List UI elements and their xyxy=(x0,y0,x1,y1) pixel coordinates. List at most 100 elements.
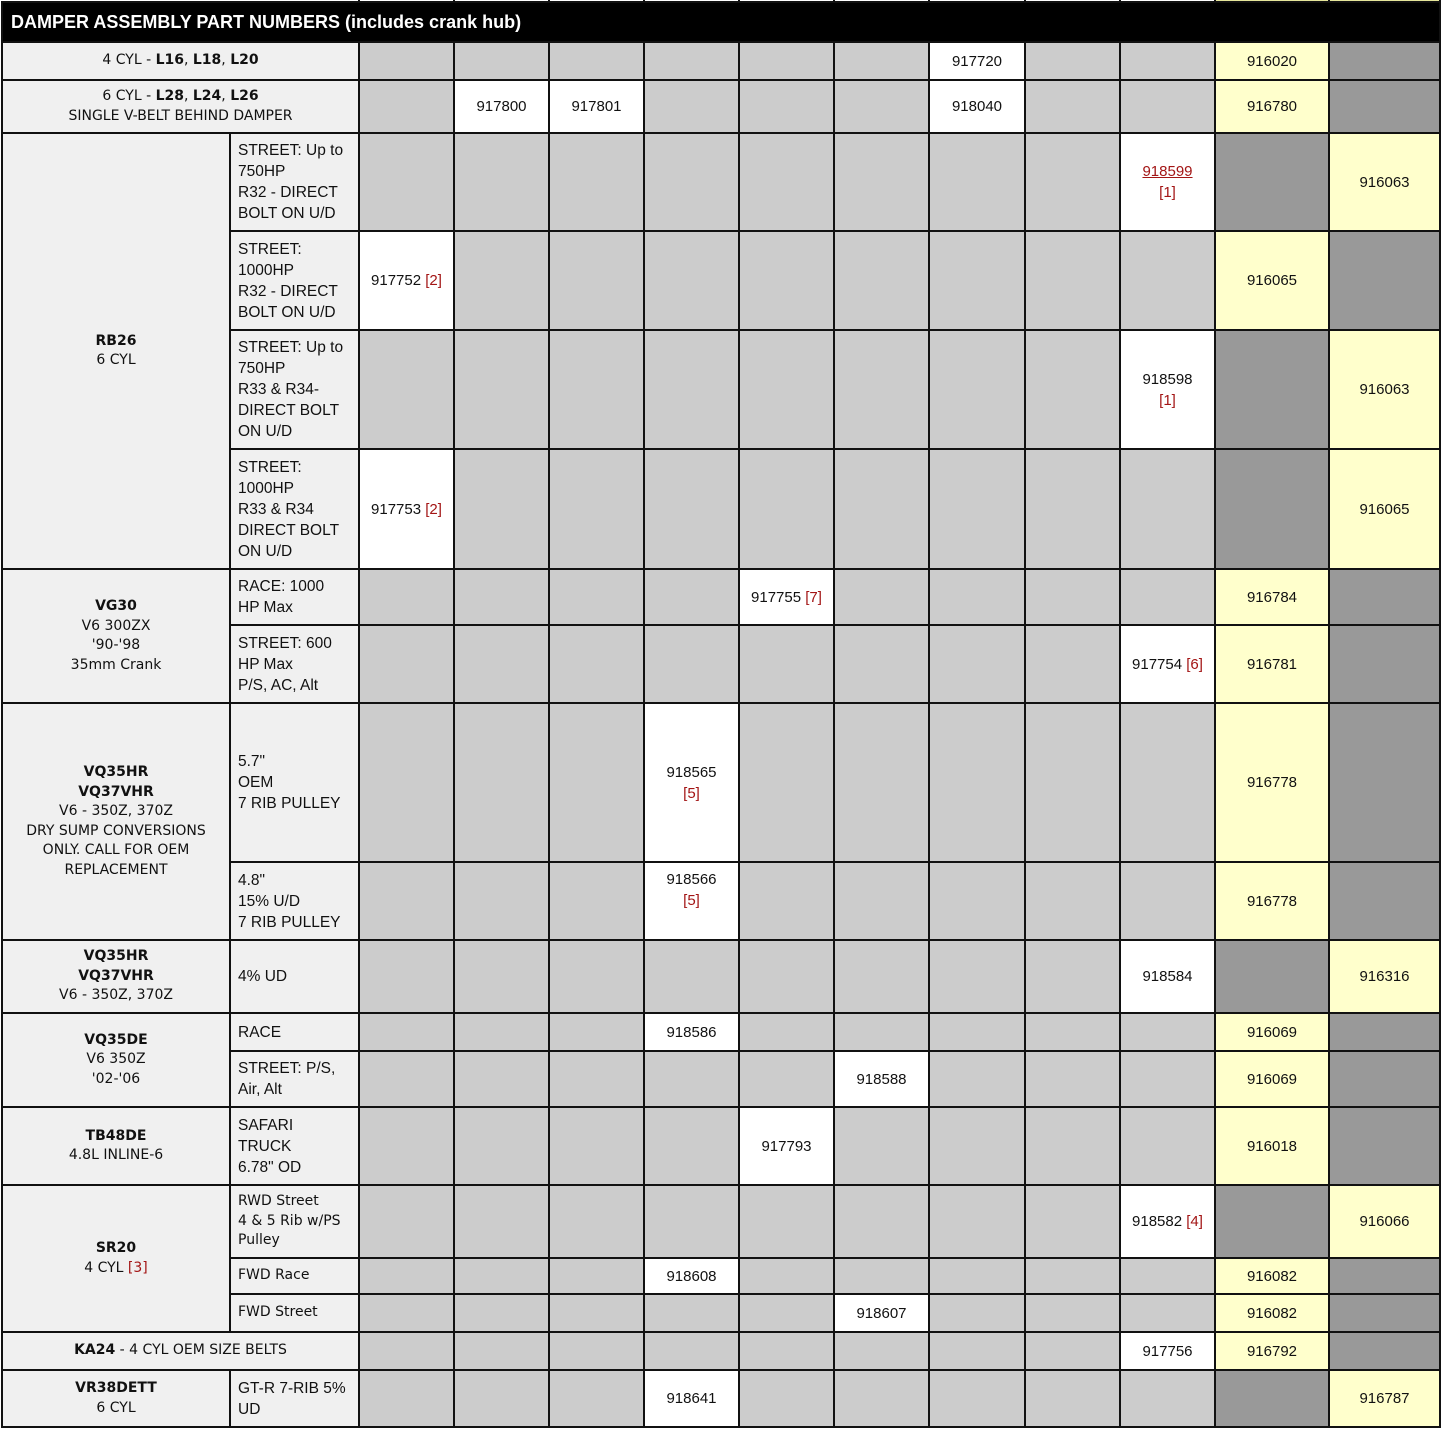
engine-text: 4 CYL xyxy=(84,1259,128,1276)
variant-line: RWD Street xyxy=(238,1193,319,1210)
empty-cell xyxy=(928,702,1026,863)
part-number-cell: 917800 xyxy=(453,79,550,134)
empty-cell xyxy=(1024,1369,1121,1428)
na-cell xyxy=(1328,702,1441,863)
engine-line: V6 300ZX xyxy=(9,617,223,637)
empty-cell xyxy=(833,624,930,704)
part-number-cell: 917753 [2] xyxy=(358,448,455,570)
empty-cell xyxy=(453,41,550,81)
empty-cell xyxy=(453,1331,550,1371)
empty-cell xyxy=(738,1331,835,1371)
empty-cell xyxy=(548,861,645,941)
empty-cell xyxy=(548,132,645,232)
empty-cell xyxy=(548,448,645,570)
empty-cell xyxy=(548,1106,645,1186)
empty-cell xyxy=(928,1293,1026,1333)
table-title: DAMPER ASSEMBLY PART NUMBERS (includes c… xyxy=(1,1,1441,43)
engine-text: SINGLE V-BELT BEHIND DAMPER xyxy=(68,107,293,124)
empty-cell xyxy=(1024,1184,1121,1259)
part-number-cell: 918588 xyxy=(833,1050,930,1108)
part-number-cell: 916065 xyxy=(1214,230,1330,331)
empty-cell xyxy=(1024,939,1121,1014)
part-number: 916780 xyxy=(1246,98,1298,115)
na-cell xyxy=(1328,79,1441,134)
empty-cell xyxy=(453,624,550,704)
variant-line: GT-R 7-RIB 5% xyxy=(238,1379,346,1397)
engine-cell: VQ35DE V6 350Z '02-'06 xyxy=(1,1012,231,1108)
empty-cell xyxy=(833,861,930,941)
part-number: 917720 xyxy=(951,52,1003,70)
engine-text: TB48DE xyxy=(85,1127,147,1144)
variant-cell: FWD Street xyxy=(229,1293,360,1333)
part-number: 918588 xyxy=(856,1070,907,1088)
variant-line: R32 - DIRECT xyxy=(238,282,338,300)
empty-cell xyxy=(358,1106,455,1186)
empty-cell xyxy=(1119,41,1216,81)
part-number: 918607 xyxy=(856,1304,907,1322)
variant-cell: FWD Race xyxy=(229,1257,360,1295)
engine-line: VQ35HR xyxy=(9,947,223,967)
engine-text: REPLACEMENT xyxy=(64,861,168,878)
variant-line: 7 RIB PULLEY xyxy=(238,913,341,931)
part-number-cell: 917720 xyxy=(928,41,1026,81)
part-number-cell: 916778 xyxy=(1214,861,1330,941)
empty-cell xyxy=(738,861,835,941)
footnote-ref: [5] xyxy=(683,892,700,909)
empty-cell xyxy=(358,41,455,81)
empty-cell xyxy=(643,448,740,570)
empty-cell xyxy=(453,1369,550,1428)
engine-text: , xyxy=(221,88,231,104)
variant-cell: RWD Street 4 & 5 Rib w/PS Pulley xyxy=(229,1184,360,1259)
part-number[interactable]: 918599 xyxy=(1142,163,1193,180)
engine-line: VQ35DE xyxy=(9,1031,223,1051)
footnote-ref: [6] xyxy=(1186,655,1203,673)
empty-cell xyxy=(643,79,740,134)
part-number-cell: 916066 xyxy=(1328,1184,1441,1259)
variant-line: DIRECT BOLT xyxy=(238,402,340,419)
table-row: STREET: 1000HP R33 & R34 DIRECT BOLT ON U/D 9… xyxy=(2,448,1441,570)
empty-cell xyxy=(1024,1293,1121,1333)
table-row: VQ35DE V6 350Z '02-'06 RACE 918586 916069 xyxy=(1,1012,1441,1108)
variant-line: UD xyxy=(238,1400,261,1418)
na-cell xyxy=(1328,230,1441,331)
empty-cell xyxy=(453,1012,550,1052)
engine-line: VQ37VHR xyxy=(9,967,223,987)
engine-line: SINGLE V-BELT BEHIND DAMPER xyxy=(9,107,352,127)
empty-cell xyxy=(453,939,550,1014)
engine-cell: VR38DETT 6 CYL xyxy=(1,1369,231,1428)
part-number: 918586 xyxy=(666,1023,717,1041)
part-number-cell: 917756 xyxy=(1119,1331,1216,1371)
empty-cell xyxy=(358,1257,455,1295)
na-cell xyxy=(1328,624,1441,704)
empty-cell xyxy=(453,132,550,232)
na-cell xyxy=(1328,1012,1441,1052)
footnote-ref: [5] xyxy=(683,784,700,802)
empty-cell xyxy=(1024,329,1121,450)
empty-cell xyxy=(928,861,1026,941)
engine-text: VG30 xyxy=(95,598,137,614)
engine-line: 6 CYL xyxy=(9,1399,223,1419)
engine-cell: VG30 V6 300ZX '90-'98 35mm Crank xyxy=(1,568,231,704)
table-row: 6 CYL - L28, L24, L26 SINGLE V-BELT BEHIN… xyxy=(1,79,1441,134)
empty-cell xyxy=(358,702,455,863)
variant-line: STREET: 600 xyxy=(238,634,332,652)
empty-cell xyxy=(833,939,930,1014)
part-number: 918598 xyxy=(1142,370,1193,388)
part-number: 918566 xyxy=(666,871,717,888)
part-number: 916069 xyxy=(1246,1023,1298,1041)
part-number: 916784 xyxy=(1246,588,1298,606)
na-cell xyxy=(1328,1257,1441,1295)
variant-cell: STREET: 600 HP Max P/S, AC, Alt xyxy=(229,624,360,704)
engine-cell: VQ35HR VQ37VHR V6 - 350Z, 370Z DRY SUMP CO… xyxy=(1,702,231,941)
empty-cell xyxy=(358,79,455,134)
empty-cell xyxy=(643,1050,740,1108)
engine-text: V6 - 350Z, 370Z xyxy=(59,987,173,1004)
part-number-cell: 916778 xyxy=(1214,702,1330,863)
empty-cell xyxy=(453,1184,550,1259)
part-number: 916063 xyxy=(1359,173,1410,191)
engine-text: '90-'98 xyxy=(91,637,141,653)
part-number: 916316 xyxy=(1359,968,1410,985)
part-number: 918584 xyxy=(1142,968,1193,985)
engine-line: 35mm Crank xyxy=(9,656,223,676)
